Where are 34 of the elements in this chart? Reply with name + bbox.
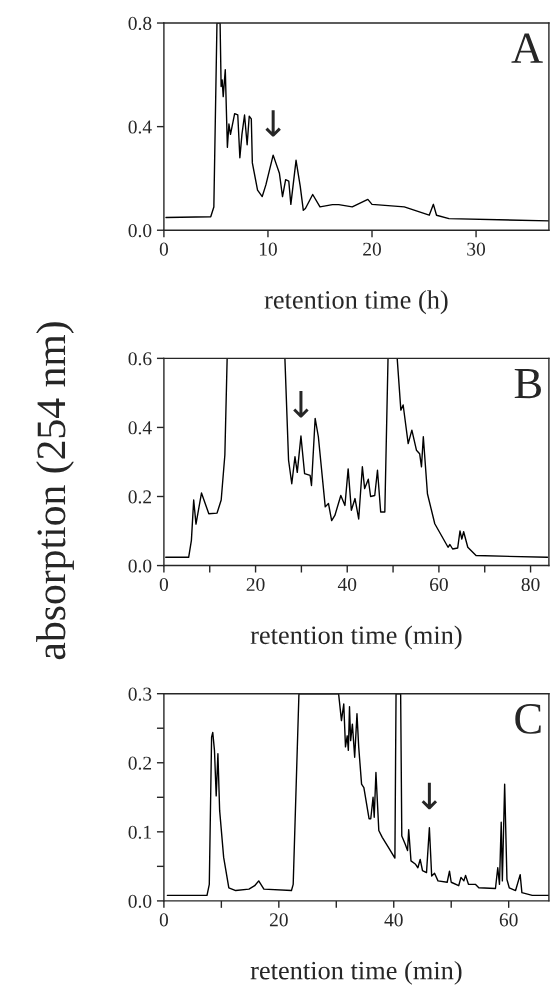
y-tick-label: 0.0 xyxy=(128,224,152,238)
y-tick-label: 0.2 xyxy=(128,490,152,504)
x-axis-title: retention time (min) xyxy=(250,960,462,985)
y-tick-label: 0.0 xyxy=(128,559,152,573)
y-tick-label: 0.3 xyxy=(128,687,152,701)
x-tick-label: 60 xyxy=(499,913,518,927)
y-tick-label: 0.4 xyxy=(128,421,152,435)
annotation: B xyxy=(514,368,541,399)
x-axis-title: retention time (h) xyxy=(264,290,448,315)
x-tick-label: 20 xyxy=(246,577,265,592)
x-tick-label: 60 xyxy=(430,577,448,592)
x-axis-title: retention time (min) xyxy=(250,625,462,650)
y-tick-label: 0.8 xyxy=(128,16,152,31)
annotation: A xyxy=(511,33,543,63)
annotation: C xyxy=(515,703,541,734)
x-tick-label: 40 xyxy=(337,577,357,592)
y-tick-label: 0.0 xyxy=(128,894,152,908)
y-tick-label: 0.2 xyxy=(128,756,152,770)
x-tick-label: 0 xyxy=(159,242,169,256)
x-tick-label: 30 xyxy=(467,242,486,256)
y-tick-label: 0.6 xyxy=(128,352,152,366)
x-tick-label: 0 xyxy=(159,577,169,592)
x-tick-label: 10 xyxy=(259,242,277,256)
y-tick-label: 0.4 xyxy=(128,120,152,134)
x-tick-label: 0 xyxy=(159,913,169,927)
annotation: ↓ xyxy=(265,110,281,137)
x-tick-label: 40 xyxy=(384,913,403,927)
x-tick-label: 20 xyxy=(269,913,288,927)
x-tick-label: 20 xyxy=(363,242,381,256)
x-tick-label: 80 xyxy=(521,577,540,592)
annotation: ↓ xyxy=(421,782,438,810)
y-axis-title: absorption (254 nm) xyxy=(36,322,74,660)
annotation: ↓ xyxy=(293,391,309,418)
y-tick-label: 0.1 xyxy=(128,825,151,839)
